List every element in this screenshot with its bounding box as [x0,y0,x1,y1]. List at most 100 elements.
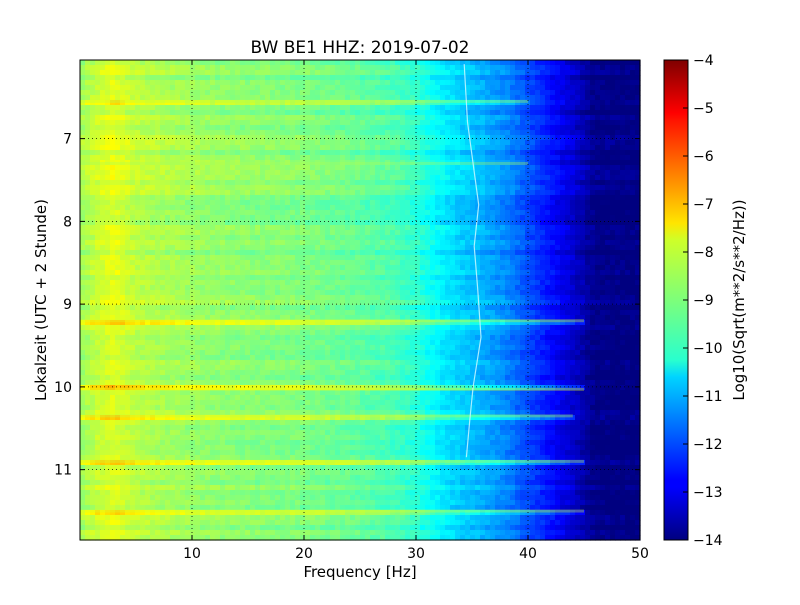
heatmap-cell [415,230,421,236]
heatmap-cell [365,195,371,201]
heatmap-cell [320,215,326,221]
heatmap-cell [85,260,91,266]
heatmap-cell [525,200,531,206]
heatmap-cell [170,135,176,141]
heatmap-cell [485,225,491,231]
heatmap-cell [245,135,251,141]
heatmap-cell [475,245,481,251]
heatmap-cell [495,265,501,271]
heatmap-cell [125,250,131,256]
heatmap-cell [575,60,581,66]
heatmap-cell [285,205,291,211]
heatmap-cell [520,175,526,181]
heatmap-cell [405,155,411,161]
heatmap-cell [415,155,421,161]
heatmap-cell [200,260,206,266]
heatmap-cell [385,195,391,201]
heatmap-cell [385,135,391,141]
heatmap-cell [525,260,531,266]
heatmap-cell [310,95,316,101]
heatmap-cell [205,70,211,76]
heatmap-cell [635,170,641,176]
heatmap-cell [125,175,131,181]
heatmap-cell [425,195,431,201]
heatmap-cell [390,90,396,96]
heatmap-cell [145,155,151,161]
heatmap-cell [535,140,541,146]
heatmap-cell [280,90,286,96]
heatmap-cell [200,220,206,226]
heatmap-cell [300,140,306,146]
heatmap-cell [355,175,361,181]
heatmap-cell [630,140,636,146]
heatmap-cell [395,190,401,196]
heatmap-cell [590,80,596,86]
heatmap-cell [105,170,111,176]
heatmap-cell [170,225,176,231]
heatmap-cell [220,120,226,126]
heatmap-cell [95,200,101,206]
heatmap-cell [265,135,271,141]
heatmap-cell [215,270,221,276]
heatmap-cell [615,170,621,176]
heatmap-cell [430,220,436,226]
heatmap-cell [580,125,586,131]
heatmap-cell [435,125,441,131]
heatmap-cell [315,200,321,206]
heatmap-cell [400,95,406,101]
heatmap-cell [210,200,216,206]
heatmap-cell [520,105,526,111]
heatmap-cell [615,110,621,116]
heatmap-cell [360,95,366,101]
heatmap-cell [340,160,346,166]
heatmap-cell [540,260,546,266]
heatmap-cell [180,275,186,281]
heatmap-cell [395,70,401,76]
heatmap-cell [465,70,471,76]
heatmap-cell [450,145,456,151]
heatmap-cell [530,145,536,151]
heatmap-cell [445,130,451,136]
heatmap-cell [490,275,496,281]
heatmap-cell [450,120,456,126]
heatmap-cell [190,245,196,251]
heatmap-cell [165,200,171,206]
heatmap-cell [390,220,396,226]
heatmap-cell [305,270,311,276]
heatmap-cell [325,220,331,226]
heatmap-cell [210,225,216,231]
heatmap-cell [535,90,541,96]
heatmap-cell [195,175,201,181]
heatmap-cell [635,230,641,236]
heatmap-cell [420,195,426,201]
heatmap-cell [185,135,191,141]
heatmap-cell [160,130,166,136]
heatmap-cell [400,175,406,181]
heatmap-cell [555,60,561,66]
heatmap-cell [455,80,461,86]
heatmap-cell [190,175,196,181]
heatmap-cell [340,200,346,206]
heatmap-cell [440,100,446,106]
heatmap-cell [560,60,566,66]
heatmap-cell [280,170,286,176]
heatmap-cell [345,255,351,261]
heatmap-cell [520,240,526,246]
heatmap-cell [380,140,386,146]
heatmap-cell [310,135,316,141]
heatmap-cell [335,155,341,161]
heatmap-cell [475,110,481,116]
heatmap-cell [605,220,611,226]
heatmap-cell [260,175,266,181]
heatmap-cell [160,135,166,141]
heatmap-cell [480,85,486,91]
heatmap-cell [440,65,446,71]
heatmap-cell [350,165,356,171]
heatmap-cell [250,150,256,156]
heatmap-cell [470,135,476,141]
heatmap-cell [280,240,286,246]
heatmap-cell [550,175,556,181]
heatmap-cell [140,250,146,256]
heatmap-cell [120,255,126,261]
heatmap-cell [390,185,396,191]
